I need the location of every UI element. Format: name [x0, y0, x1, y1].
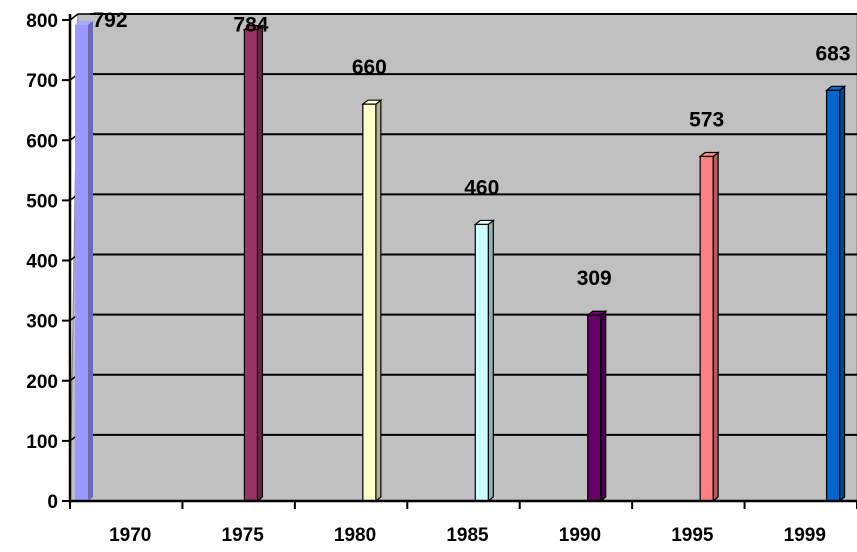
y-tick-label: 0	[47, 492, 58, 513]
y-tick-label: 700	[26, 71, 58, 92]
y-tick-label: 400	[26, 252, 58, 273]
bar-1990	[586, 309, 608, 503]
value-label-1985: 460	[464, 176, 499, 199]
bar-1975	[242, 24, 265, 503]
bar-front	[474, 223, 489, 502]
value-label-1970: 792	[92, 9, 127, 32]
bar-1985	[473, 219, 495, 503]
bar-front	[243, 29, 259, 502]
bar-side	[375, 98, 382, 503]
plot-area	[69, 13, 857, 502]
x-tick-label: 1970	[109, 525, 151, 546]
bar-side	[88, 20, 93, 502]
gridline-side	[69, 13, 79, 21]
axes	[68, 14, 857, 503]
y-axis-ticks: 0 100 200 300 400 500 600 700 800	[26, 11, 70, 513]
bar-side	[838, 85, 846, 503]
bar-side	[487, 219, 494, 503]
y-tick-label: 800	[26, 11, 58, 32]
y-tick-label: 500	[26, 191, 58, 212]
value-label-1999: 683	[815, 42, 850, 65]
bar-front	[699, 155, 714, 502]
bar-1970	[75, 20, 93, 502]
plot-background	[69, 13, 857, 502]
value-label-1995: 573	[689, 108, 724, 131]
y-tick-label: 200	[26, 372, 58, 393]
y-tick-label: 600	[26, 131, 58, 152]
bars	[75, 20, 847, 503]
value-label-1975: 784	[233, 14, 268, 37]
bar-front	[587, 314, 602, 502]
bar-1995	[698, 151, 720, 503]
x-tick-label: 1975	[222, 525, 265, 546]
bar-side	[256, 24, 264, 503]
x-tick-label: 1995	[671, 525, 714, 546]
y-tick-label: 100	[26, 432, 58, 453]
bar-side	[712, 151, 719, 503]
bar-side	[600, 309, 607, 503]
y-tick-label: 300	[26, 312, 58, 333]
bar-front	[75, 24, 88, 502]
bar-top	[75, 20, 93, 25]
bar-1999	[824, 85, 847, 503]
bar-1980	[361, 98, 383, 503]
x-tick-label: 1990	[559, 525, 601, 546]
value-label-1980: 660	[352, 56, 387, 79]
x-tick-label: 1980	[334, 525, 376, 546]
x-tick-label: 1985	[446, 525, 489, 546]
value-label-1990: 309	[577, 267, 612, 290]
bar-front	[825, 89, 841, 502]
value-labels: 792 784 660 460 309 573 683	[92, 9, 850, 290]
x-tick-label: 1999	[784, 525, 826, 546]
x-axis-ticks: 1970 1975 1980 1985 1990 1995 1999	[69, 501, 857, 546]
bar-front	[362, 103, 377, 502]
